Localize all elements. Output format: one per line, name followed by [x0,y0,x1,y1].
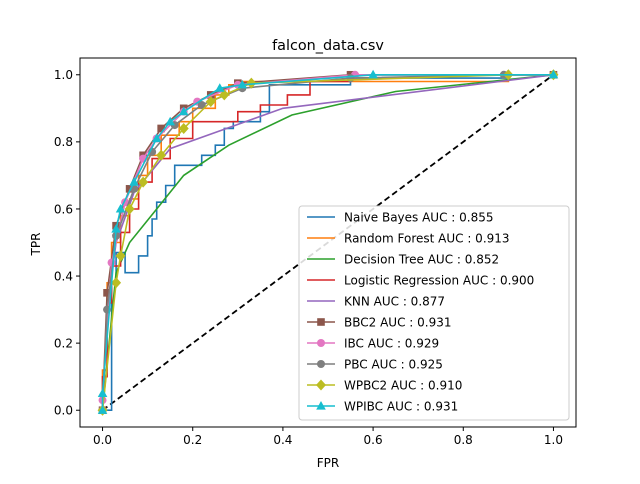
x-tick-label: 0.2 [183,433,202,447]
legend-item: Naive Bayes AUC : 0.855 [307,210,494,224]
legend-swatch-marker [316,401,326,410]
x-axis-label: FPR [317,456,339,470]
legend-swatch-marker [317,360,325,368]
series-9-point [246,77,257,89]
legend-label: BBC2 AUC : 0.931 [344,315,451,329]
series-8-point [197,100,206,109]
series-10-point [115,203,126,213]
series-9-point [205,96,216,108]
legend-item: PBC AUC : 0.925 [307,357,443,371]
series-line-1 [102,74,554,412]
series-10-point [97,388,108,398]
y-tick-label: 0.6 [54,202,73,216]
x-tick-label: 0.6 [364,433,383,447]
x-tick-label: 1.0 [544,433,563,447]
series-10-point [111,224,121,233]
y-tick-label: 0.8 [54,135,73,149]
series-10-point [178,106,189,116]
chart-title: falcon_data.csv [272,38,384,54]
legend-item: BBC2 AUC : 0.931 [307,315,451,329]
series-6-point [125,185,134,193]
legend-label: Random Forest AUC : 0.913 [344,231,510,245]
series-10-point [368,69,378,79]
series-line-10 [101,74,554,411]
legend-swatch-marker [317,339,325,347]
series-10 [97,69,559,414]
x-tick-label: 0.0 [93,433,112,447]
legend-label: Decision Tree AUC : 0.852 [344,252,499,266]
series-9 [97,69,559,416]
legend: Naive Bayes AUC : 0.855 Random Forest AUC… [298,205,570,421]
legend-swatch-marker [316,379,326,391]
x-tick-label: 0.8 [454,433,473,447]
legend-label: WPIBC AUC : 0.931 [344,399,458,413]
series-9-point [115,250,126,262]
series-8-point [346,74,355,83]
legend-item: Random Forest AUC : 0.913 [307,231,510,245]
legend-swatch-marker [317,318,325,326]
series-10-point [165,116,175,126]
series-10-point [151,133,162,143]
y-axis-label: TPR [29,233,43,257]
series-10-point [97,405,108,414]
series-10-point [548,69,559,79]
plot-frame [79,57,577,428]
legend-item: WPIBC AUC : 0.931 [307,399,458,413]
legend-label: KNN AUC : 0.877 [344,294,445,308]
legend-item: KNN AUC : 0.877 [307,294,445,308]
plot-area [97,69,559,416]
y-tick-label: 1.0 [54,68,73,82]
legend-item: Logistic Regression AUC : 0.900 [307,273,534,287]
series-9-point [111,277,122,289]
legend-label: IBC AUC : 0.929 [344,336,439,350]
legend-box [298,205,570,421]
series-7-point [107,258,116,267]
series-9-point [156,149,167,161]
series-10-point [237,79,248,89]
legend-label: Logistic Regression AUC : 0.900 [344,273,534,287]
y-tick-label: 0.0 [54,404,73,418]
series-9-point [219,89,230,101]
x-tick-label: 0.4 [273,433,292,447]
legend-label: PBC AUC : 0.925 [344,357,443,371]
legend-item: WPBC2 AUC : 0.910 [307,378,462,392]
series-10-point [214,83,225,92]
series-6-point [103,289,111,297]
legend-item: IBC AUC : 0.929 [307,336,439,350]
series-1 [102,74,554,412]
legend-item: Decision Tree AUC : 0.852 [307,252,499,266]
series-9-point [178,122,189,134]
legend-label: WPBC2 AUC : 0.910 [344,378,462,392]
series-9-point [124,203,135,215]
legend-label: Naive Bayes AUC : 0.855 [344,210,494,224]
series-6-point [157,124,165,133]
y-tick-label: 0.4 [54,269,73,283]
series-9-point [138,176,149,188]
series-10-point [129,177,139,186]
y-tick-label: 0.2 [54,336,73,350]
